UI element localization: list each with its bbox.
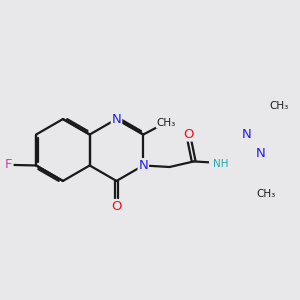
Text: NH: NH [213,159,229,170]
Text: N: N [242,128,252,141]
Text: CH₃: CH₃ [157,118,176,128]
Text: N: N [138,159,148,172]
Text: O: O [111,200,122,213]
Text: O: O [183,128,194,141]
Text: F: F [5,158,13,171]
Text: N: N [112,112,122,126]
Text: CH₃: CH₃ [256,188,275,199]
Text: N: N [255,146,265,160]
Text: CH₃: CH₃ [269,101,288,111]
